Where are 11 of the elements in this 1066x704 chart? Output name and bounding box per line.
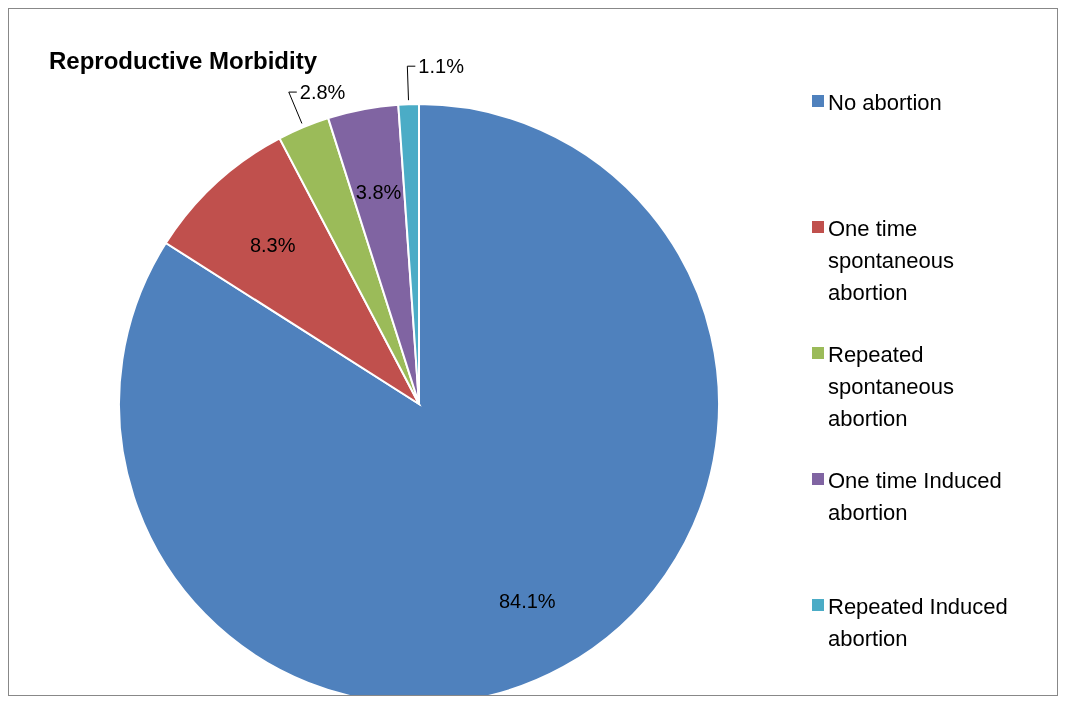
data-label: 8.3%: [249, 234, 296, 257]
data-label: 3.8%: [355, 180, 402, 203]
legend-label: One time spontaneous abortion: [828, 215, 955, 307]
data-label: 1.1%: [418, 55, 465, 78]
chart-title: Reproductive Morbidity: [49, 47, 318, 75]
legend-label: No abortion: [828, 89, 943, 117]
legend-label: Repeated spontaneous abortion: [828, 341, 955, 433]
legend-label: One time Induced abortion: [828, 467, 1003, 527]
data-label: 84.1%: [498, 590, 556, 613]
legend-label: Repeated Induced abortion: [828, 593, 1009, 653]
data-label: 2.8%: [299, 81, 346, 104]
